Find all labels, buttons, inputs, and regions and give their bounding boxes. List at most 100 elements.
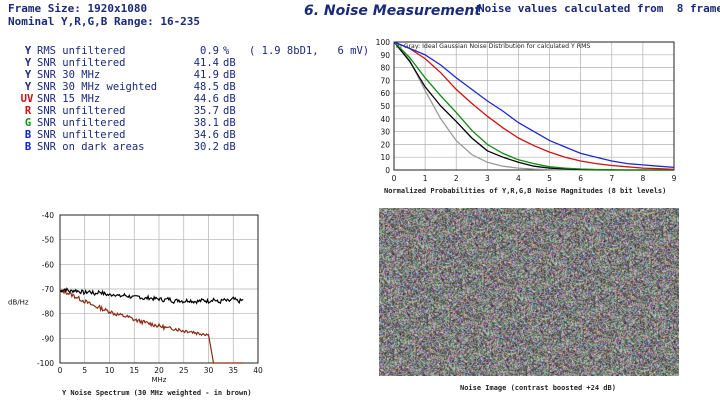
measurement-unit: dB — [223, 81, 236, 93]
x-tick-label: 9 — [672, 174, 677, 183]
y-tick-label: 30 — [380, 128, 390, 137]
series-line-g — [393, 41, 674, 171]
measurement-unit: dB — [223, 57, 236, 69]
measurement-name: SNR unfiltered — [37, 57, 126, 69]
y-tick-label: 70 — [380, 76, 390, 85]
series-line-y — [59, 287, 244, 305]
measurement-value: 0.9 — [200, 45, 219, 57]
measurement-value: 44.6 — [193, 93, 219, 105]
y-tick-label: 80 — [380, 64, 390, 73]
measurement-row: B SNR unfiltered 34.6 dB — [22, 129, 369, 141]
measurement-unit: dB — [223, 93, 236, 105]
x-tick-label: 1 — [423, 174, 428, 183]
y-tick-label: -40 — [42, 211, 54, 220]
measurement-value: 30.2 — [193, 141, 219, 153]
x-tick-label: 25 — [179, 366, 189, 375]
measurement-name: SNR unfiltered — [37, 129, 126, 141]
measurement-row: R SNR unfiltered 35.7 dB — [22, 105, 369, 117]
frames-count: 8 — [676, 2, 684, 15]
probability-chart: 0 10 20 30 40 50 60 70 80 90 100 0 1 2 3 4 5 6 7 8 9 In Gray:… — [376, 38, 677, 183]
x-tick-label: 30 — [204, 366, 214, 375]
measurement-row: G SNR unfiltered 38.1 dB — [22, 117, 369, 129]
measurement-unit: dB — [223, 69, 236, 81]
measurement-channel: Y — [24, 45, 32, 57]
measurement-channel: R — [24, 105, 32, 117]
measurement-channel: Y — [24, 81, 32, 93]
noise-image-caption: Noise Image (contrast boosted +24 dB) — [460, 384, 616, 392]
measurement-channel: B — [24, 141, 32, 153]
x-tick-label: 4 — [516, 174, 521, 183]
range-label: Nominal Y,R,G,B Range: 16-235 — [8, 15, 201, 28]
measurement-extra: ( 1.9 8bD1, 6 mV) — [249, 45, 370, 57]
frames-label: Noise values calculated from — [478, 2, 664, 15]
frame-size-label: Frame Size: 1920x1080 — [8, 2, 148, 15]
y-tick-label: -70 — [42, 285, 54, 294]
frames-unit: frames — [689, 2, 720, 15]
measurement-row: Y RMS unfiltered 0.9% ( 1.9 8bD1, 6 mV) — [22, 45, 369, 57]
measurement-row: B SNR on dark areas 30.2 dB — [22, 141, 369, 153]
measurement-unit: dB — [223, 117, 236, 129]
page-title: 6. Noise Measurement — [304, 3, 482, 19]
measurement-unit: dB — [223, 141, 236, 153]
y-tick-label: 10 — [380, 153, 390, 162]
measurement-name: SNR 30 MHz — [37, 69, 101, 81]
measurement-value: 48.5 — [193, 81, 219, 93]
x-axis-label: MHz — [152, 376, 167, 384]
measurement-name: SNR on dark areas — [37, 141, 145, 153]
measurement-name: SNR 30 MHz weighted — [37, 81, 158, 93]
measurement-unit: dB — [223, 129, 236, 141]
y-tick-label: -80 — [42, 310, 54, 319]
measurement-name: SNR 15 MHz — [37, 93, 101, 105]
measurement-unit: dB — [223, 105, 236, 117]
measurement-name: RMS unfiltered — [37, 45, 126, 57]
series-line-r — [393, 41, 675, 171]
y-tick-label: -100 — [37, 359, 54, 368]
y-tick-label: 90 — [380, 51, 390, 60]
y-tick-label: -90 — [42, 334, 54, 343]
x-tick-label: 40 — [253, 366, 263, 375]
measurements-table: Y RMS unfiltered 0.9% ( 1.9 8bD1, 6 mV) Y SNR… — [20, 45, 369, 153]
measurement-name: SNR unfiltered — [37, 105, 126, 117]
series-line-b — [393, 41, 675, 169]
measurement-value: 41.9 — [193, 69, 219, 81]
y-tick-label: 40 — [380, 115, 390, 124]
plot-frame — [59, 214, 259, 364]
series-line-weighted — [59, 287, 244, 364]
measurement-row: Y SNR 30 MHz weighted 48.5 dB — [22, 81, 369, 93]
y-axis-label: dB/Hz — [8, 298, 29, 306]
x-tick-label: 8 — [640, 174, 645, 183]
measurement-row: Y SNR 30 MHz 41.9 dB — [22, 69, 369, 81]
measurement-unit: % — [223, 45, 230, 57]
x-tick-label: 6 — [578, 174, 583, 183]
measurement-row: Y SNR unfiltered 41.4 dB — [22, 57, 369, 69]
x-tick-label: 0 — [392, 174, 397, 183]
x-tick-label: 7 — [609, 174, 614, 183]
y-tick-label: 20 — [380, 140, 390, 149]
y-tick-label: 0 — [385, 166, 390, 175]
measurement-row: UV SNR 15 MHz 44.6 dB — [20, 93, 369, 105]
spectrum-chart: -40 -50 -60 -70 -80 -90 -100 0 5 10 15 20 25 30 35 40 MH… — [8, 211, 263, 384]
measurement-channel: B — [24, 129, 32, 141]
measurement-channel: Y — [24, 57, 32, 69]
measurement-value: 41.4 — [193, 57, 219, 69]
plot-frame — [393, 41, 675, 171]
measurement-value: 34.6 — [193, 129, 219, 141]
gaussian-note: In Gray: Ideal Gaussian Noise Distributi… — [396, 43, 590, 50]
x-tick-label: 10 — [105, 366, 115, 375]
spectrum-chart-caption: Y Noise Spectrum (30 MHz weighted - in b… — [62, 389, 252, 397]
x-tick-label: 0 — [58, 366, 63, 375]
measurement-channel: Y — [24, 69, 32, 81]
measurement-value: 38.1 — [193, 117, 219, 129]
y-tick-label: 50 — [380, 102, 390, 111]
probability-chart-caption: Normalized Probabilities of Y,R,G,B Nois… — [384, 187, 667, 195]
x-tick-label: 5 — [82, 366, 87, 375]
x-tick-label: 5 — [547, 174, 552, 183]
measurement-name: SNR unfiltered — [37, 117, 126, 129]
y-tick-label: -50 — [42, 236, 54, 245]
y-tick-label: 60 — [380, 89, 390, 98]
x-tick-label: 3 — [485, 174, 490, 183]
y-tick-label: 100 — [376, 38, 391, 47]
noise-image — [379, 208, 679, 376]
x-tick-label: 35 — [228, 366, 238, 375]
measurement-channel: UV — [20, 93, 34, 105]
